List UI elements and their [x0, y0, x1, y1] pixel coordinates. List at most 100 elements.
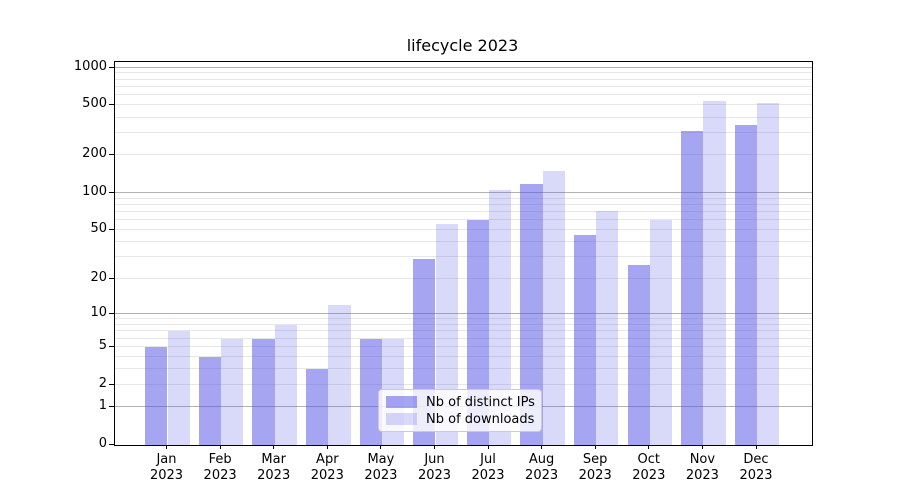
bar-distinct-ips-feb [198, 357, 222, 445]
gridline-minor-3 [115, 368, 812, 370]
bar-distinct-ips-mar [252, 338, 275, 445]
bar-downloads-sep [596, 210, 619, 445]
bar-distinct-ips-apr [306, 369, 329, 445]
gridline-minor-2 [115, 384, 812, 385]
y-tick-label-200: 200 [82, 146, 107, 162]
y-tick-1000 [109, 66, 114, 68]
x-tick-year: 2023 [739, 468, 773, 483]
y-tick-10 [109, 313, 114, 314]
x-tick-month: Jun [424, 452, 445, 467]
y-tick-label-1: 1 [98, 398, 107, 414]
gridline-minor-60 [115, 219, 812, 221]
gridline-minor-900 [115, 72, 812, 74]
y-tick-label-100: 100 [82, 183, 107, 199]
y-tick-label-1000: 1000 [73, 58, 107, 74]
gridline-minor-500 [115, 104, 812, 106]
x-tick-sep [594, 445, 596, 449]
x-tick-mar [273, 445, 275, 449]
y-tick-label-2: 2 [98, 376, 107, 391]
x-tick-jul [487, 445, 489, 449]
x-tick-month: Apr [316, 452, 339, 467]
bar-downloads-jul [489, 190, 512, 445]
y-tick-5 [109, 346, 114, 348]
legend-label-downloads: Nb of downloads [426, 411, 535, 427]
bar-downloads-mar [274, 325, 297, 445]
y-tick-2 [109, 384, 114, 385]
gridline-major-100 [115, 191, 812, 193]
y-tick-label-20: 20 [90, 269, 107, 285]
bar-downloads-oct [649, 220, 673, 445]
legend-swatch-distinct-ips [386, 396, 417, 408]
gridline-major-1000 [115, 66, 812, 68]
x-tick-label-aug: Aug 2023 [514, 452, 570, 484]
x-tick-year: 2023 [578, 468, 612, 483]
bar-downloads-jan [167, 331, 190, 445]
x-tick-month: Sep [582, 452, 608, 467]
legend: Nb of distinct IPs Nb of downloads [378, 389, 542, 432]
bar-distinct-ips-nov [681, 130, 704, 445]
x-tick-month: Oct [637, 452, 661, 467]
x-tick-month: Nov [689, 452, 716, 467]
x-tick-label-dec: Dec 2023 [728, 452, 784, 484]
y-tick-label-50: 50 [90, 221, 107, 237]
gridline-major-10 [115, 313, 812, 314]
x-tick-nov [701, 445, 703, 449]
x-tick-month: Aug [528, 452, 555, 467]
gridline-minor-800 [115, 78, 812, 80]
x-tick-may [380, 445, 382, 449]
gridline-minor-20 [115, 277, 812, 279]
gridline-minor-4 [115, 356, 812, 358]
x-tick-year: 2023 [471, 468, 505, 483]
x-tick-jan [166, 445, 167, 449]
bar-downloads-apr [328, 304, 351, 445]
gridline-minor-300 [115, 132, 812, 134]
bar-distinct-ips-may [359, 338, 382, 445]
chart-title: lifecycle 2023 [406, 36, 519, 55]
gridline-minor-400 [115, 116, 812, 118]
bar-downloads-feb [221, 338, 244, 445]
x-tick-label-feb: Feb 2023 [192, 452, 248, 484]
x-tick-apr [326, 445, 328, 449]
gridline-minor-5 [115, 346, 812, 348]
bar-downloads-nov [703, 100, 726, 445]
x-tick-month: Dec [743, 452, 769, 467]
x-tick-year: 2023 [364, 468, 398, 483]
bar-distinct-ips-jan [145, 347, 168, 445]
x-tick-label-oct: Oct 2023 [621, 452, 677, 484]
x-tick-label-jan: Jan 2023 [139, 452, 195, 484]
y-tick-label-10: 10 [90, 305, 107, 320]
y-tick-20 [109, 277, 114, 279]
bar-distinct-ips-oct [627, 264, 650, 445]
y-tick-0 [109, 444, 114, 445]
x-tick-label-jul: Jul 2023 [460, 452, 516, 484]
x-tick-month: Jul [480, 452, 496, 467]
x-tick-label-mar: Mar 2023 [246, 452, 302, 484]
gridline-minor-8 [115, 324, 812, 325]
x-tick-oct [648, 445, 650, 449]
y-tick-label-5: 5 [98, 338, 107, 354]
legend-item-distinct-ips: Nb of distinct IPs [386, 395, 541, 410]
x-tick-month: Jan [156, 452, 177, 467]
bar-downloads-aug [542, 170, 565, 445]
gridline-minor-9 [115, 318, 812, 320]
gridline-minor-70 [115, 211, 812, 213]
gridline-minor-90 [115, 197, 812, 199]
x-tick-year: 2023 [149, 468, 184, 483]
gridline-minor-7 [115, 330, 812, 332]
x-tick-year: 2023 [203, 468, 237, 483]
x-tick-label-may: May 2023 [353, 452, 409, 484]
y-tick-200 [109, 154, 114, 156]
bar-distinct-ips-dec [734, 124, 757, 445]
x-tick-label-nov: Nov 2023 [674, 452, 730, 484]
gridline-minor-700 [115, 86, 812, 87]
bar-distinct-ips-sep [573, 234, 597, 445]
bar-distinct-ips-jul [466, 220, 489, 445]
x-tick-year: 2023 [525, 468, 559, 483]
x-tick-month: Mar [261, 452, 286, 467]
x-tick-year: 2023 [632, 468, 666, 483]
y-tick-50 [109, 229, 114, 231]
legend-swatch-downloads [386, 413, 417, 425]
legend-item-downloads: Nb of downloads [386, 412, 541, 427]
x-tick-dec [755, 445, 757, 449]
x-tick-year: 2023 [417, 468, 452, 483]
